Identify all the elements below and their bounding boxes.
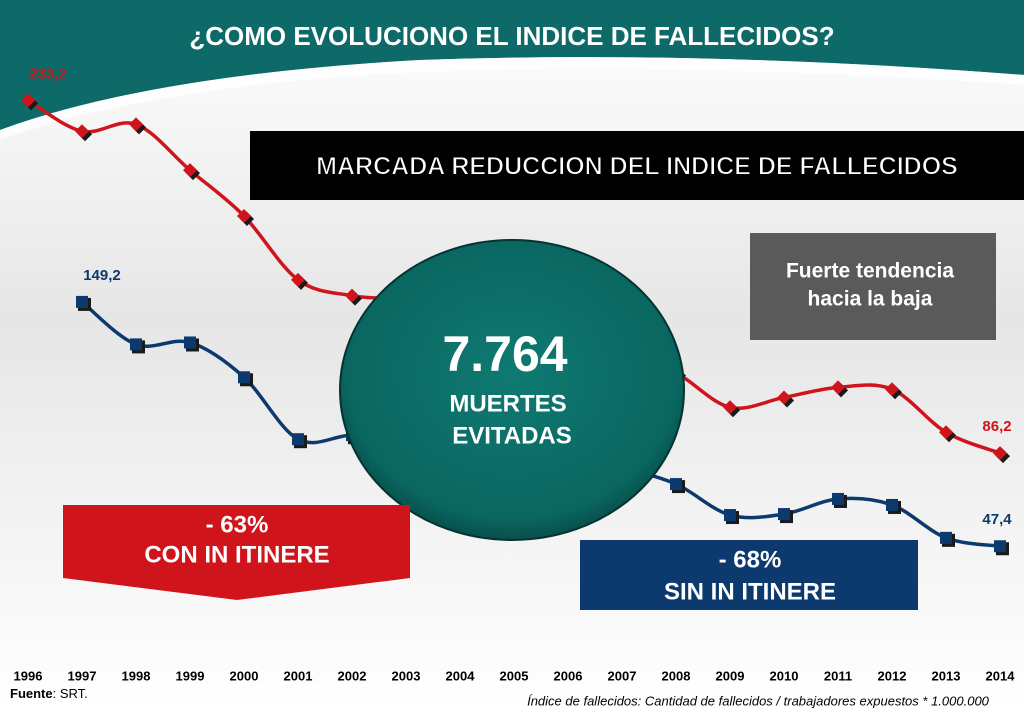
blue-box: [580, 540, 918, 610]
x-tick-label: 2008: [662, 668, 691, 683]
marker: [993, 446, 1007, 461]
red-change: - 63%: [206, 511, 269, 538]
red-box: [63, 505, 410, 600]
avoided-text: EVITADAS: [452, 422, 572, 449]
trend-text: hacia la baja: [808, 288, 933, 311]
x-tick-label: 2005: [500, 668, 529, 683]
avoided-text: MUERTES: [449, 390, 566, 417]
x-tick-label: 2011: [824, 668, 852, 683]
x-tick-label: 2004: [446, 668, 476, 683]
marker: [939, 425, 953, 440]
header-stripe: [0, 57, 1024, 141]
banner-text: MARCADA REDUCCION DEL INDICE DE FALLECID…: [316, 153, 958, 181]
x-tick-label: 2006: [554, 668, 583, 683]
marker: [724, 509, 736, 522]
x-axis: 1996 1997 1998 1999 2000 2001 2002 2003 2004 2005…: [14, 668, 1016, 683]
marker: [184, 336, 196, 349]
marker: [778, 508, 790, 521]
trend-box: [750, 233, 996, 340]
marker: [670, 478, 682, 491]
x-tick-label: 2009: [716, 668, 745, 683]
data-label: 233,2: [29, 65, 67, 82]
marker: [831, 380, 845, 395]
avoided-circle: [339, 239, 685, 541]
x-tick-label: 1999: [176, 668, 205, 683]
blue-series-name: SIN IN ITINERE: [664, 578, 836, 605]
blue-change: - 68%: [719, 546, 782, 573]
x-tick-label: 1998: [122, 668, 151, 683]
footnote: Índice de fallecidos: Cantidad de fallec…: [527, 693, 990, 708]
marker: [723, 400, 737, 415]
marker: [75, 124, 89, 139]
marker: [886, 498, 898, 511]
x-tick-label: 2001: [284, 668, 313, 683]
marker: [292, 433, 304, 446]
x-tick-label: 2013: [932, 668, 961, 683]
marker: [777, 390, 791, 405]
data-label: 86,2: [982, 418, 1011, 435]
marker: [76, 295, 88, 308]
marker: [237, 209, 251, 223]
source-label: Fuente: [10, 686, 53, 701]
marker: [291, 272, 305, 287]
marker: [940, 531, 952, 544]
red-series-name: CON IN ITINERE: [144, 541, 329, 568]
x-tick-label: 2010: [770, 668, 799, 683]
marker: [130, 338, 142, 351]
x-tick-label: 1997: [68, 668, 97, 683]
x-tick-label: 2000: [230, 668, 259, 683]
marker: [129, 117, 143, 132]
source-text: : SRT.: [53, 686, 88, 701]
x-tick-label: 2012: [878, 668, 907, 683]
marker: [885, 382, 899, 397]
x-tick-label: 2014: [986, 668, 1016, 683]
header-band: [0, 0, 1024, 130]
marker: [238, 371, 250, 384]
data-label: 47,4: [982, 511, 1012, 528]
x-tick-label: 2003: [392, 668, 421, 683]
marker: [832, 492, 844, 505]
x-tick-label: 2002: [338, 668, 367, 683]
marker: [345, 288, 359, 303]
x-tick-label: 2007: [608, 668, 637, 683]
chart-title: ¿COMO EVOLUCIONO EL INDICE DE FALLECIDOS…: [189, 21, 834, 51]
banner: [250, 131, 1024, 200]
data-label: 149,2: [83, 267, 121, 284]
trend-text: Fuerte tendencia: [786, 260, 954, 283]
marker: [183, 163, 197, 178]
marker: [994, 540, 1006, 553]
x-tick-label: 1996: [14, 668, 43, 683]
source: Fuente: SRT.: [10, 686, 88, 701]
avoided-value: 7.764: [442, 326, 567, 382]
marker: [21, 93, 35, 108]
